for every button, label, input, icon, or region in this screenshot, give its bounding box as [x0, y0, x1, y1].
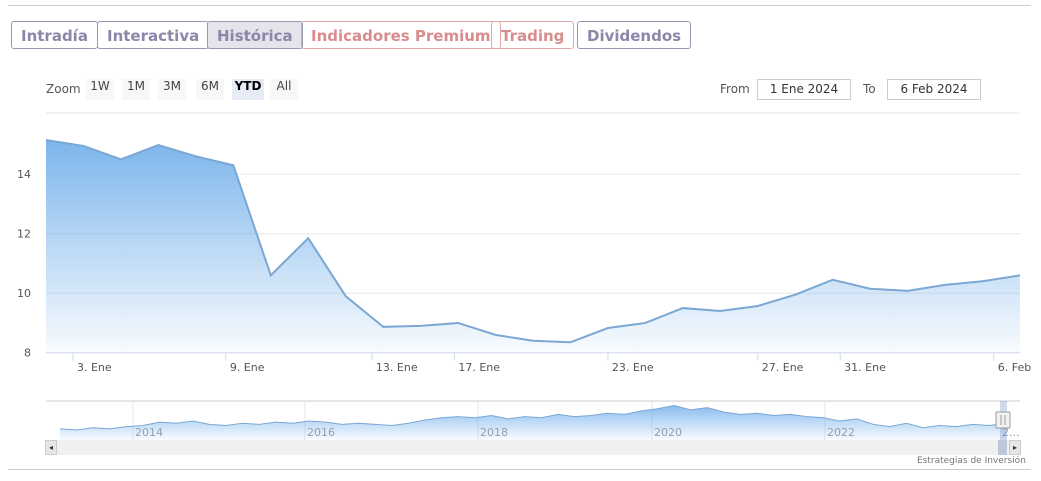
zoom-button-1m[interactable]: 1M: [122, 79, 150, 100]
scroll-left-arrow-icon[interactable]: ◂: [45, 440, 57, 455]
y-tick-label: 12: [17, 228, 31, 241]
zoom-button-3m[interactable]: 3M: [158, 79, 186, 100]
zoom-button-all[interactable]: All: [270, 79, 298, 100]
zoom-button-1w[interactable]: 1W: [86, 79, 114, 100]
zoom-label: Zoom: [46, 82, 81, 96]
credit-text[interactable]: Estrategias de Inversión: [917, 456, 1026, 466]
from-label: From: [720, 82, 750, 96]
bottom-divider: [8, 469, 1031, 470]
navigator-handle-icon[interactable]: [995, 411, 1011, 429]
x-tick-label: 17. Ene: [458, 361, 500, 374]
top-divider: [8, 5, 1031, 6]
x-tick-label: 9. Ene: [230, 361, 265, 374]
scrollbar-thumb[interactable]: [998, 440, 1007, 455]
navigator-area: [60, 405, 1006, 440]
navigator-scrollbar-track[interactable]: [45, 440, 1021, 455]
scroll-right-arrow-icon[interactable]: ▸: [1009, 440, 1021, 455]
navigator-year-label: 2...: [1002, 426, 1020, 439]
x-tick-label: 13. Ene: [376, 361, 418, 374]
tab-trading[interactable]: Trading: [491, 21, 575, 49]
x-tick-label: 31. Ene: [844, 361, 886, 374]
x-tick-label: 27. Ene: [762, 361, 804, 374]
x-tick-label: 3. Ene: [77, 361, 112, 374]
tab-indicadores-premium[interactable]: Indicadores Premium: [301, 21, 501, 49]
navigator-line: [59, 404, 1007, 431]
tab-hist-rica[interactable]: Histórica: [207, 21, 303, 49]
tab-dividendos[interactable]: Dividendos: [577, 21, 692, 49]
to-label: To: [863, 82, 876, 96]
x-tick-label: 6. Feb: [998, 361, 1031, 374]
price-line: [45, 139, 1021, 344]
to-date-input[interactable]: 6 Feb 2024: [887, 79, 981, 100]
from-date-input[interactable]: 1 Ene 2024: [757, 79, 851, 100]
price-area: [46, 139, 1020, 353]
zoom-button-ytd[interactable]: YTD: [232, 79, 264, 100]
y-tick-label: 14: [17, 168, 31, 181]
x-tick-label: 23. Ene: [612, 361, 654, 374]
y-tick-label: 8: [24, 347, 31, 360]
y-tick-label: 10: [17, 287, 31, 300]
zoom-button-6m[interactable]: 6M: [196, 79, 224, 100]
